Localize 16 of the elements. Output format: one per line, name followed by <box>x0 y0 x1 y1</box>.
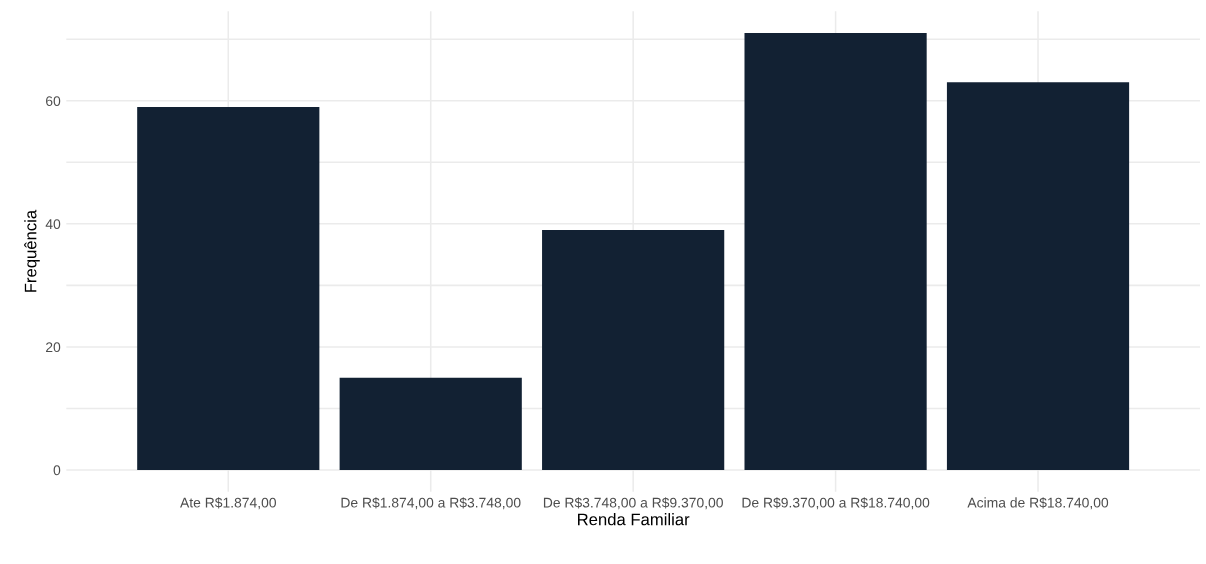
bar <box>946 82 1130 470</box>
bar <box>542 230 725 470</box>
bar <box>339 377 522 470</box>
x-tick-label: Acima de R$18.740,00 <box>967 497 1109 510</box>
x-axis-title: Renda Familiar <box>578 513 690 526</box>
x-tick-label: De R$9.370,00 a R$18.740,00 <box>742 497 930 510</box>
y-tick-label: 20 <box>46 342 61 353</box>
y-tick-label: 0 <box>53 465 61 476</box>
x-tick-label: De R$1.874,00 a R$3.748,00 <box>341 497 521 510</box>
x-tick-label: Ate R$1.874,00 <box>180 497 276 510</box>
y-tick-label: 60 <box>46 96 61 106</box>
bar <box>137 106 320 470</box>
bar <box>744 33 927 470</box>
y-tick-label: 40 <box>45 219 61 230</box>
y-axis-title: Frequência <box>24 209 40 292</box>
x-tick-label: De R$3.748,00 a R$9.370,00 <box>543 497 723 510</box>
